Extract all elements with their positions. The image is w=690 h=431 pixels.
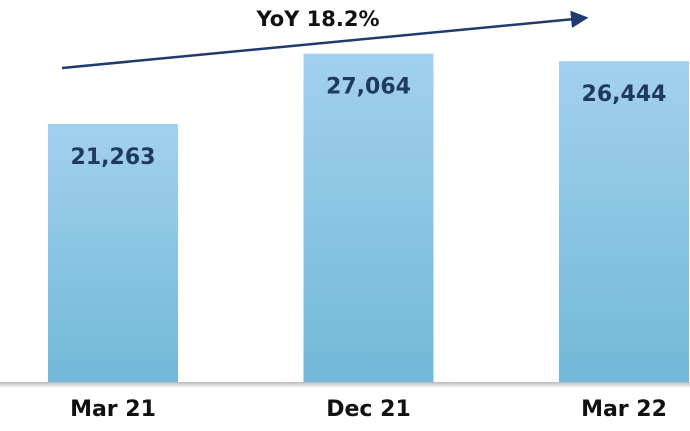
x-tick-label: Mar 22 [581, 397, 667, 422]
annotation: YoY 18.2% [255, 7, 379, 31]
bar [559, 61, 689, 383]
value-label: 26,444 [582, 82, 667, 107]
trend-arrow [61, 10, 589, 70]
x-tick-label: Dec 21 [326, 397, 411, 422]
value-label: 21,263 [71, 145, 156, 170]
bar [48, 124, 178, 382]
value-label: 27,064 [326, 75, 411, 100]
bar [303, 53, 434, 382]
baseline [0, 382, 690, 388]
x-tick-label: Mar 21 [70, 397, 156, 422]
